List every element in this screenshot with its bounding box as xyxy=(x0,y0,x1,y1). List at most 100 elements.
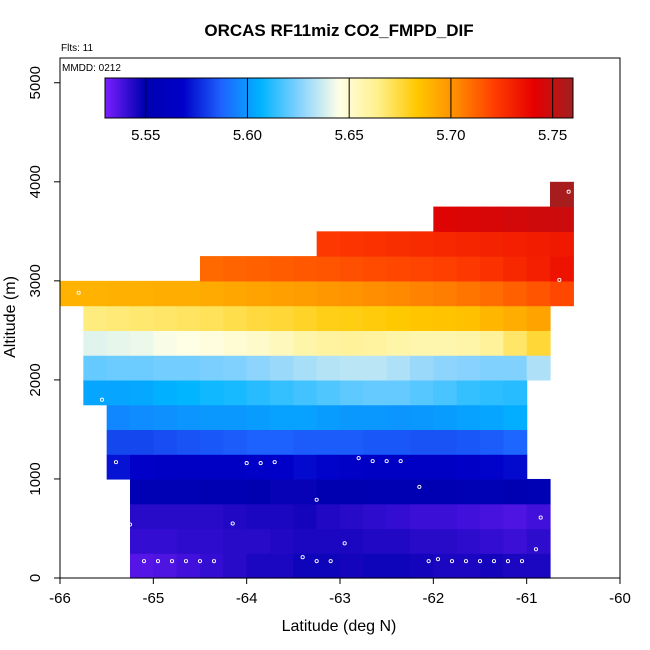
heatmap-cell xyxy=(480,280,504,307)
heatmap-cell xyxy=(433,280,458,307)
heatmap-cell xyxy=(503,503,528,530)
colorbar: 5.55 5.60 5.65 5.70 5.75 xyxy=(104,77,574,144)
heatmap-cell xyxy=(246,330,271,356)
heatmap-cell xyxy=(200,454,224,480)
data-point xyxy=(566,189,571,194)
heatmap-cell xyxy=(363,528,388,554)
heatmap-cell xyxy=(270,305,294,331)
heatmap-cell xyxy=(410,256,434,282)
heatmap-cell xyxy=(223,454,248,480)
heatmap-cell xyxy=(480,454,504,480)
data-point xyxy=(426,559,431,564)
data-point xyxy=(356,456,361,461)
flight-points xyxy=(76,189,571,564)
heatmap-cell xyxy=(293,553,318,579)
heatmap-cell xyxy=(153,280,178,307)
heatmap-cell xyxy=(433,528,458,554)
heatmap-cell xyxy=(246,404,271,431)
data-point xyxy=(300,555,305,560)
heatmap-cell xyxy=(316,454,341,480)
data-point xyxy=(491,559,497,564)
heatmap-cell xyxy=(316,553,341,579)
heatmap-cell xyxy=(503,330,528,356)
heatmap-cell xyxy=(83,379,108,406)
heatmap-cell xyxy=(456,256,481,282)
heatmap-cell xyxy=(503,355,528,381)
heatmap-cell xyxy=(246,528,271,554)
heatmap-cell xyxy=(293,454,318,480)
data-point xyxy=(547,451,553,456)
heatmap-cell xyxy=(316,503,341,530)
x-tick-label: -61 xyxy=(516,590,538,607)
heatmap-cell xyxy=(410,553,434,579)
colorbar-tick-label: 5.65 xyxy=(335,127,364,144)
heatmap-cell xyxy=(526,231,551,257)
heatmap-cell xyxy=(316,429,341,455)
heatmap-cell xyxy=(200,330,224,356)
heatmap-cell xyxy=(363,305,388,331)
heatmap-cell xyxy=(293,280,318,307)
heatmap-cell xyxy=(270,503,294,530)
heatmap-cell xyxy=(153,454,178,480)
heatmap-cell xyxy=(433,478,458,505)
heatmap-cell xyxy=(246,355,271,381)
data-point xyxy=(113,460,119,465)
flights-label: Flts: 11 xyxy=(61,43,93,54)
data-point xyxy=(342,541,347,546)
heatmap-cell xyxy=(456,503,481,530)
heatmap-cell xyxy=(293,528,318,554)
heatmap-cell xyxy=(200,404,224,431)
heatmap-cell xyxy=(340,454,364,480)
heatmap-cell xyxy=(503,478,528,505)
heatmap-cell xyxy=(456,280,481,307)
heatmap-cell xyxy=(433,256,458,282)
x-axis-label: Latitude (deg N) xyxy=(282,618,397,635)
heatmap-cell xyxy=(386,305,411,331)
data-point xyxy=(244,461,249,466)
heatmap-cell xyxy=(106,280,131,307)
heatmap-cell xyxy=(340,503,364,530)
y-tick-label: 3000 xyxy=(27,264,44,297)
heatmap-cell xyxy=(176,330,201,356)
heatmap-cell xyxy=(410,280,434,307)
heatmap-cell xyxy=(106,305,131,331)
heatmap-cell xyxy=(410,429,434,455)
heatmap-cell xyxy=(153,355,178,381)
heatmap-cell xyxy=(410,528,434,554)
heatmap-cell xyxy=(153,404,178,431)
heatmap-cell xyxy=(153,379,178,406)
heatmap-cell xyxy=(386,355,411,381)
heatmap-cell xyxy=(316,305,341,331)
heatmap-cell xyxy=(293,305,318,331)
heatmap-cell xyxy=(176,305,201,331)
heatmap-cell xyxy=(526,528,551,554)
data-point xyxy=(519,559,525,564)
heatmap-cell xyxy=(480,404,504,431)
heatmap-cell xyxy=(200,528,224,554)
data-point xyxy=(155,559,161,564)
heatmap-cell xyxy=(153,429,178,455)
heatmap-cell xyxy=(106,330,131,356)
heatmap-cell xyxy=(550,181,574,208)
x-tick-label: -64 xyxy=(236,590,258,607)
heatmap-cell xyxy=(270,454,294,480)
data-point xyxy=(505,559,511,564)
heatmap-cell xyxy=(386,503,411,530)
heatmap-cell xyxy=(503,404,528,431)
heatmap-cell xyxy=(480,553,504,579)
heatmap-cell xyxy=(456,379,481,406)
heatmap-cell xyxy=(153,305,178,331)
heatmap-cell xyxy=(200,553,224,579)
heatmap-cell xyxy=(223,280,248,307)
heatmap-cell xyxy=(200,503,224,530)
heatmap-cell xyxy=(480,528,504,554)
data-point xyxy=(538,515,543,520)
heatmap-cell xyxy=(246,478,271,505)
heatmap-cell xyxy=(270,256,294,282)
data-point xyxy=(127,522,133,527)
heatmap-cell xyxy=(293,404,318,431)
data-point xyxy=(533,547,539,552)
data-point xyxy=(463,559,469,564)
heatmap-cell xyxy=(176,528,201,554)
